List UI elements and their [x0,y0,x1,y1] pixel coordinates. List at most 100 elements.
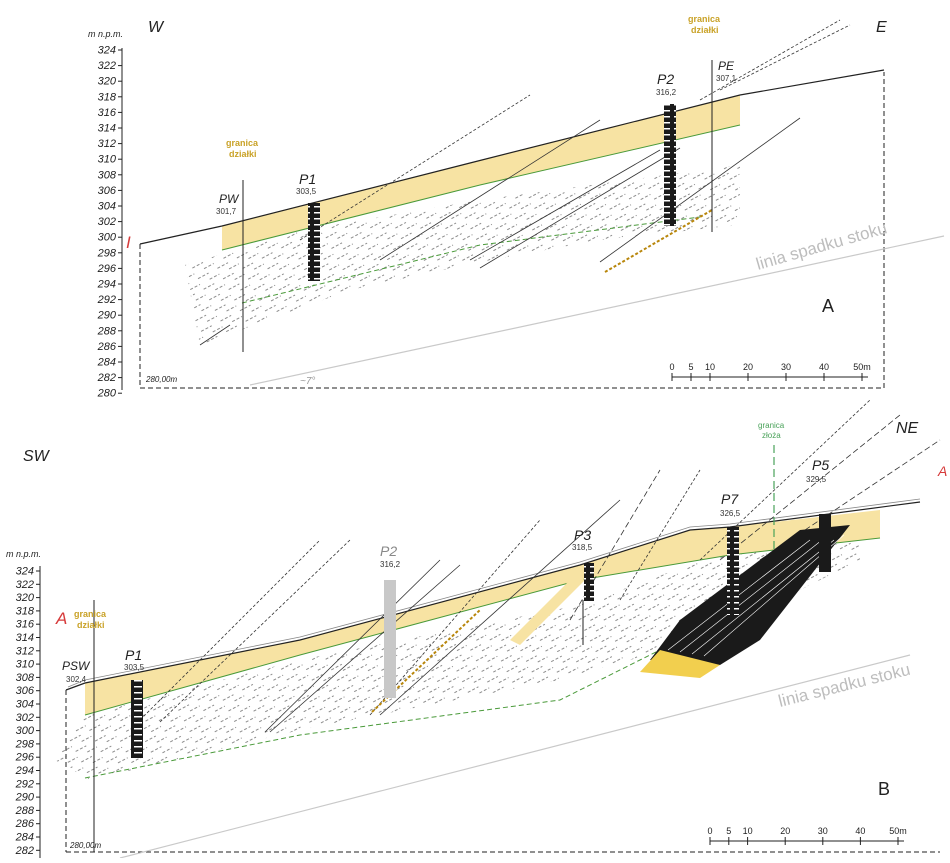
panel-b-elevation-tick-label: 324 [16,566,34,578]
panel-b-elevation-tick-label: 310 [16,659,35,671]
panel-a-parcel-label-left-1: granica [226,138,259,148]
panel-b-profile-p3-elev: 318,5 [572,543,593,552]
panel-a-base-label: 280,00m [145,375,177,384]
panel-a-elevation-tick-label: 318 [98,91,117,103]
panel-b-borehole-p2 [384,580,396,698]
panel-b-elevation-tick-label: 320 [16,592,35,604]
panel-a-section-mark: I [126,233,131,252]
panel-b-elevation-tick-label: 282 [15,845,34,857]
panel-a-scale-label: 5 [688,362,693,372]
panel-a-elevation-tick-label: 310 [98,154,117,166]
panel-a-unit-label: m n.p.m. [88,29,123,39]
panel-b-profile-p1-name: P1 [125,647,142,663]
panel-a-elevation-tick-label: 290 [97,310,117,322]
panel-b-zone-label-2: złoża [762,431,781,440]
panel-b-deposit-wedge [640,650,720,678]
panel-a-elevation-tick-label: 306 [98,185,117,197]
panel-b-deposit-base-line [84,639,681,779]
panel-a-slope-angle: ~7° [300,376,315,387]
panel-a-letter: A [822,296,834,316]
panel-b-ground-surface-upper [67,498,921,688]
panel-b-elevation-tick-label: 298 [15,738,35,750]
panel-a-profile-p2-elev: 316,2 [656,88,677,97]
panel-b-elevation-tick-label: 312 [16,645,34,657]
panel-a-elevation-tick-label: 284 [97,357,116,369]
panel-b-borehole-p7 [727,527,739,615]
panel-b-elevation-ticks: 3243223203183163143123103083063043023002… [15,566,40,863]
panel-b-profile-p5-name: P5 [812,457,829,473]
panel-a-scale-label: 0 [669,362,674,372]
panel-b-elevation-tick-label: 314 [16,632,34,644]
panel-a: m n.p.m. W E 324 322 320 318 316 314 312 310 308… [88,14,945,400]
panel-a-point-pe-name: PE [718,59,735,73]
panel-a-elevation-tick-label: 282 [97,372,116,384]
panel-a-parcel-label-right-1: granica [688,14,721,24]
panel-a-elevation-tick-label: 300 [98,232,117,244]
panel-b-parcel-label-2: działki [77,620,105,630]
panel-b-elevation-tick-label: 292 [15,778,34,790]
panel-a-ground-surface [139,69,885,245]
panel-a-elevation-tick-label: 302 [98,216,116,228]
panel-a-section-frame [139,72,885,389]
panel-b-scale-label: 40 [855,826,865,836]
panel-b-elevation-tick-label: 302 [16,712,34,724]
panel-a-elevation-tick-label: 322 [98,60,116,72]
panel-b-section-mark: A [55,609,67,628]
panel-b-elevation-tick-label: 288 [15,805,35,817]
panel-a-elevation-ticks: 324 322 320 318 316 314 312 310 308 306 304 302 300 2… [97,45,122,400]
panel-b-elevation-tick-label: 286 [15,818,35,830]
panel-a-borehole-p1 [308,203,320,281]
panel-b-overburden-layer [85,510,880,715]
panel-b-elevation-tick-label: 300 [16,725,35,737]
panel-b-scale-label: 10 [743,826,753,836]
panel-a-profile-p2-name: P2 [657,71,674,87]
panel-b-point-psw-elev: 302,4 [66,675,87,684]
panel-a-scale-label: 40 [819,362,829,372]
panel-b-borehole-p1 [131,680,143,758]
panel-b-letter: B [878,779,890,799]
panel-b-point-psw-name: PSW [62,659,91,673]
panel-b-scale-bar: 0 5 10 20 30 40 50m [707,826,907,845]
panel-a-borehole-p2 [664,104,676,226]
panel-b-slope-line [119,654,911,859]
panel-b-elevation-tick-label: 316 [16,619,35,631]
panel-a-parcel-label-right-2: działki [691,25,719,35]
panel-b-profile-p5-elev: 329,5 [806,475,827,484]
panel-b-unit-label: m n.p.m. [6,549,41,559]
panel-a-elevation-tick-label: 316 [98,107,117,119]
panel-a-elevation-tick-label: 296 [97,263,117,275]
panel-a-scale-label: 50m [853,362,871,372]
panel-b-elevation-tick-label: 290 [15,792,35,804]
panel-a-scale-label: 30 [781,362,791,372]
panel-b-bedrock-hatch [55,520,860,780]
panel-a-slope-line [249,235,945,386]
panel-b-elevation-tick-label: 294 [15,765,34,777]
panel-a-elevation-tick-label: 288 [97,325,117,337]
panel-a-elevation-tick-label: 304 [98,201,116,213]
panel-b-section-frame [65,690,940,853]
panel-a-point-pw-name: PW [219,192,240,206]
panel-b-scale-label: 30 [818,826,828,836]
panel-a-scale-label: 10 [705,362,715,372]
panel-a-profile-p1-name: P1 [299,171,316,187]
panel-a-direction-right: E [876,19,887,36]
panel-a-elevation-tick-label: 294 [97,279,116,291]
panel-b-elevation-tick-label: 306 [16,685,35,697]
panel-a-dip-lines [199,19,851,346]
panel-b-zone-label-1: granica [758,421,785,430]
panel-a-elevation-tick-label: 308 [98,169,117,181]
panel-b-scale-label: 5 [726,826,731,836]
panel-a-deposit-base-line [241,216,701,304]
panel-a-elevation-tick-label: 298 [97,247,117,259]
panel-b-section-mark-right: A [937,463,947,479]
panel-b-profile-p7-name: P7 [721,491,739,507]
panel-b-base-label: 280,00m [69,841,101,850]
panel-a-scale-label: 20 [743,362,753,372]
panel-b-elevation-tick-label: 304 [16,699,34,711]
panel-a-profile-p1-elev: 303,5 [296,187,317,196]
panel-a-scale-bar: 0 5 10 20 30 40 50m [669,362,871,381]
panel-b-ore-vein-2 [510,575,585,645]
